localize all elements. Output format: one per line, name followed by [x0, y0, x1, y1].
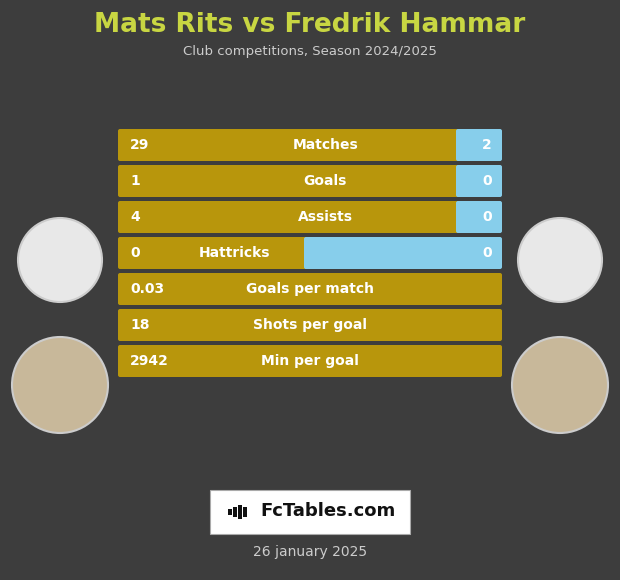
Text: Mats Rits vs Fredrik Hammar: Mats Rits vs Fredrik Hammar [94, 12, 526, 38]
Text: 0.03: 0.03 [130, 282, 164, 296]
Text: Shots per goal: Shots per goal [253, 318, 367, 332]
Text: 2: 2 [482, 138, 492, 152]
Circle shape [12, 337, 108, 433]
Circle shape [18, 218, 102, 302]
FancyBboxPatch shape [304, 237, 502, 269]
Text: 0: 0 [130, 246, 140, 260]
Text: 2942: 2942 [130, 354, 169, 368]
Text: 0: 0 [482, 174, 492, 188]
Bar [228, 509, 232, 515]
Text: 26 january 2025: 26 january 2025 [253, 545, 367, 559]
Bar [458, 167, 466, 195]
FancyBboxPatch shape [118, 345, 502, 377]
FancyBboxPatch shape [118, 165, 464, 197]
Bar [233, 507, 237, 517]
Text: Goals per match: Goals per match [246, 282, 374, 296]
FancyBboxPatch shape [456, 201, 502, 233]
FancyBboxPatch shape [118, 201, 464, 233]
Text: 0: 0 [482, 246, 492, 260]
Text: 18: 18 [130, 318, 149, 332]
FancyBboxPatch shape [210, 490, 410, 534]
FancyBboxPatch shape [118, 129, 464, 161]
FancyBboxPatch shape [118, 309, 502, 341]
Bar [458, 131, 466, 159]
Text: Goals: Goals [304, 174, 347, 188]
Text: Club competitions, Season 2024/2025: Club competitions, Season 2024/2025 [183, 45, 437, 59]
Circle shape [512, 337, 608, 433]
FancyBboxPatch shape [456, 165, 502, 197]
Bar [306, 239, 314, 267]
Bar [458, 203, 466, 231]
FancyBboxPatch shape [456, 129, 502, 161]
Text: Matches: Matches [292, 138, 358, 152]
Text: 29: 29 [130, 138, 149, 152]
Bar [238, 505, 242, 519]
Text: Assists: Assists [298, 210, 353, 224]
FancyBboxPatch shape [118, 237, 312, 269]
FancyBboxPatch shape [118, 273, 502, 305]
Text: 0: 0 [482, 210, 492, 224]
Bar [243, 507, 247, 517]
Circle shape [518, 218, 602, 302]
Text: FcTables.com: FcTables.com [260, 502, 396, 520]
Text: 4: 4 [130, 210, 140, 224]
Text: 1: 1 [130, 174, 140, 188]
Text: Min per goal: Min per goal [261, 354, 359, 368]
Text: Hattricks: Hattricks [198, 246, 270, 260]
